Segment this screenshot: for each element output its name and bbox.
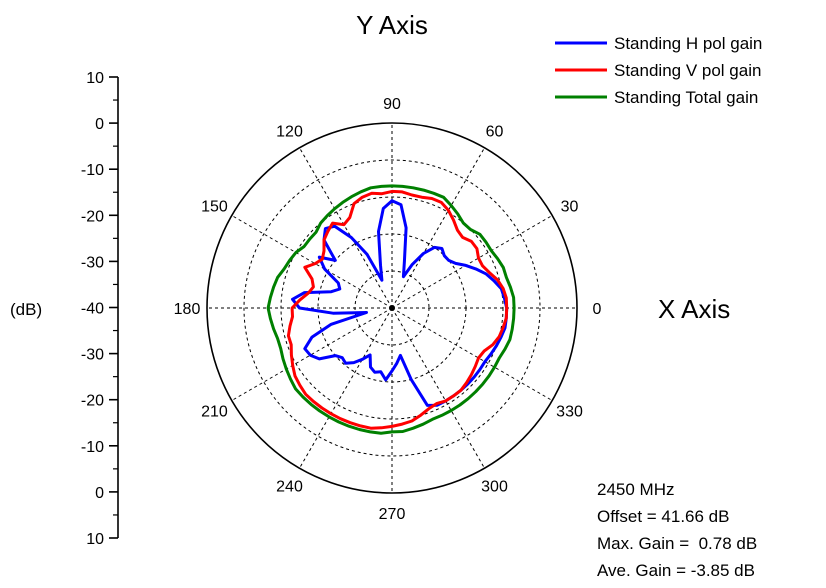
data-curves bbox=[266, 184, 516, 435]
legend: Standing H pol gain Standing V pol gain St… bbox=[555, 34, 762, 107]
grid-spoke bbox=[391, 307, 553, 401]
grid-ring bbox=[243, 159, 541, 457]
radial-tick-label: -20 bbox=[81, 208, 104, 225]
radial-tick-label: 10 bbox=[86, 70, 104, 87]
grid-spoke bbox=[299, 147, 393, 309]
angle-tick-label: 270 bbox=[379, 506, 406, 523]
outer-ring bbox=[206, 122, 578, 494]
radial-tick-label: 10 bbox=[86, 531, 104, 548]
grid-spoke bbox=[231, 215, 393, 309]
angle-tick-label: 240 bbox=[276, 479, 303, 496]
radial-tick-label: -40 bbox=[81, 301, 104, 318]
grid-spoke bbox=[299, 307, 393, 469]
legend-label-3: Standing Total gain bbox=[614, 88, 758, 107]
x-axis-title: X Axis bbox=[658, 294, 730, 324]
annotation-block: 2450 MHz Offset = 41.66 dB Max. Gain = 0… bbox=[597, 480, 757, 580]
radial-tick-label: -10 bbox=[81, 439, 104, 456]
series-line-3 bbox=[266, 184, 516, 435]
annotation-offset: Offset = 41.66 dB bbox=[597, 507, 729, 526]
angle-tick-label: 60 bbox=[486, 123, 504, 140]
center-dot bbox=[389, 305, 395, 311]
angle-tick-label: 210 bbox=[201, 404, 228, 421]
polar-grid bbox=[206, 122, 578, 494]
grid-spoke bbox=[391, 147, 485, 309]
angle-tick-label: 120 bbox=[276, 123, 303, 140]
radial-tick-label: -10 bbox=[81, 162, 104, 179]
angle-tick-label: 180 bbox=[174, 301, 201, 318]
grid-spoke bbox=[391, 215, 553, 309]
angle-tick-label: 0 bbox=[593, 301, 602, 318]
radial-unit-label: (dB) bbox=[10, 300, 42, 319]
annotation-max-gain: Max. Gain = 0.78 dB bbox=[597, 534, 757, 553]
angle-tick-labels: 0 30 60 90 120 150 180 210 240 270 300 330 bbox=[174, 96, 602, 523]
annotation-frequency: 2450 MHz bbox=[597, 480, 674, 499]
annotation-ave-gain: Ave. Gain = -3.85 dB bbox=[597, 561, 755, 580]
angle-tick-label: 300 bbox=[481, 479, 508, 496]
radial-tick-label: -20 bbox=[81, 393, 104, 410]
radial-tick-label: 0 bbox=[95, 116, 104, 133]
angle-tick-label: 30 bbox=[561, 199, 579, 216]
series-line-2 bbox=[286, 189, 509, 430]
radial-tick-label: -30 bbox=[81, 347, 104, 364]
grid-spoke bbox=[391, 307, 485, 469]
legend-label-2: Standing V pol gain bbox=[614, 61, 761, 80]
radial-tick-label: -30 bbox=[81, 254, 104, 271]
radial-tick-label: 0 bbox=[95, 485, 104, 502]
y-axis-title: Y Axis bbox=[356, 10, 428, 40]
angle-tick-label: 90 bbox=[383, 96, 401, 113]
legend-label-1: Standing H pol gain bbox=[614, 34, 762, 53]
radial-axis: 10 0 -10 -20 -30 -40 -30 -20 -10 0 10 bbox=[81, 70, 119, 548]
angle-tick-label: 330 bbox=[556, 404, 583, 421]
angle-tick-label: 150 bbox=[201, 199, 228, 216]
